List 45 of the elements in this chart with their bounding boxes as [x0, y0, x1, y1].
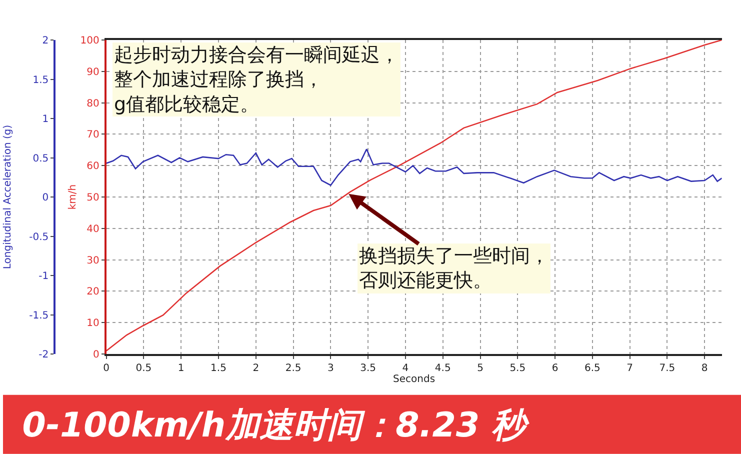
line-series — [106, 40, 722, 352]
y2-tick-label: 1.5 — [32, 74, 49, 86]
y-tick-label: 80 — [86, 98, 100, 110]
x-tick-label: 8 — [701, 363, 708, 374]
y2-tick-label: 0 — [42, 192, 49, 204]
y2-tick-label: 0.5 — [32, 153, 49, 164]
y-axis-title: km/h — [68, 184, 79, 210]
text: 0-100km/h加速时间：8.23 秒 — [22, 405, 530, 446]
y-tick-label: 30 — [86, 255, 100, 266]
y-tick-label: 50 — [86, 192, 100, 204]
y2-tick-label: -1 — [38, 271, 49, 282]
x-tick-label: 1.5 — [210, 363, 226, 374]
x-tick-label: 3.5 — [360, 363, 376, 374]
y-tick-label: 70 — [86, 130, 100, 141]
x-tick-label: 6 — [552, 363, 558, 374]
x-tick-label: 3 — [327, 363, 334, 374]
x-tick-label: 1 — [178, 363, 184, 374]
y-tick-label: 100 — [80, 36, 100, 46]
x-axis-title: Seconds — [393, 374, 436, 385]
x-tick-label: 0 — [103, 363, 110, 374]
annotation: 起步时动力接合会有一瞬间延迟，整个加速过程除了换挡，g值都比较稳定。 — [114, 44, 399, 116]
x-tick-label: 5.5 — [510, 363, 526, 374]
y2-tick-label: -0.5 — [29, 232, 49, 243]
y2-tick-label: -1.5 — [29, 310, 49, 322]
y2-tick-label: 1 — [42, 114, 49, 125]
y-tick-label: 10 — [86, 318, 100, 330]
x-tick-label: 5 — [477, 363, 484, 374]
y2-tick-label: -2 — [38, 350, 49, 360]
x-tick-label: 0.5 — [136, 363, 152, 374]
line-series — [106, 148, 722, 186]
y2-axis-title: Longitudinal Acceleration (g) — [2, 124, 14, 270]
x-tick-label: 2 — [252, 363, 260, 374]
y-tick-label: 40 — [86, 224, 100, 235]
annotation: 换挡损失了一些时间，否则还能更快。 — [359, 245, 549, 292]
y2-tick-label: 2 — [42, 36, 49, 46]
y-tick-label: 20 — [86, 286, 100, 298]
y-tick-label: 90 — [86, 66, 100, 78]
x-tick-label: 4.5 — [434, 363, 451, 374]
x-tick-label: 2.5 — [285, 363, 302, 374]
y-tick-label: 60 — [86, 161, 100, 172]
x-tick-label: 7 — [626, 363, 634, 374]
x-tick-label: 6.5 — [584, 363, 600, 374]
x-tick-label: 4 — [402, 363, 409, 374]
y-tick-label: 0 — [92, 350, 100, 360]
x-tick-label: 7.5 — [659, 363, 676, 374]
